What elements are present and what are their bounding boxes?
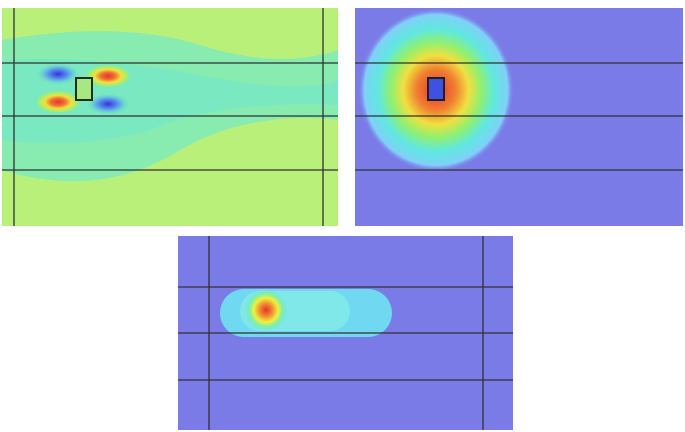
lobe: [36, 63, 80, 85]
panel-3: [178, 236, 513, 430]
grid: [2, 8, 338, 226]
lobe: [86, 93, 130, 115]
lobe: [34, 90, 82, 114]
source: [427, 77, 445, 101]
grid: [178, 236, 513, 430]
panel-2: [355, 8, 683, 226]
grid: [355, 62, 683, 171]
lobe: [84, 64, 132, 88]
source: [75, 77, 93, 101]
panel-1: [2, 8, 338, 226]
hotspot: [244, 288, 288, 332]
